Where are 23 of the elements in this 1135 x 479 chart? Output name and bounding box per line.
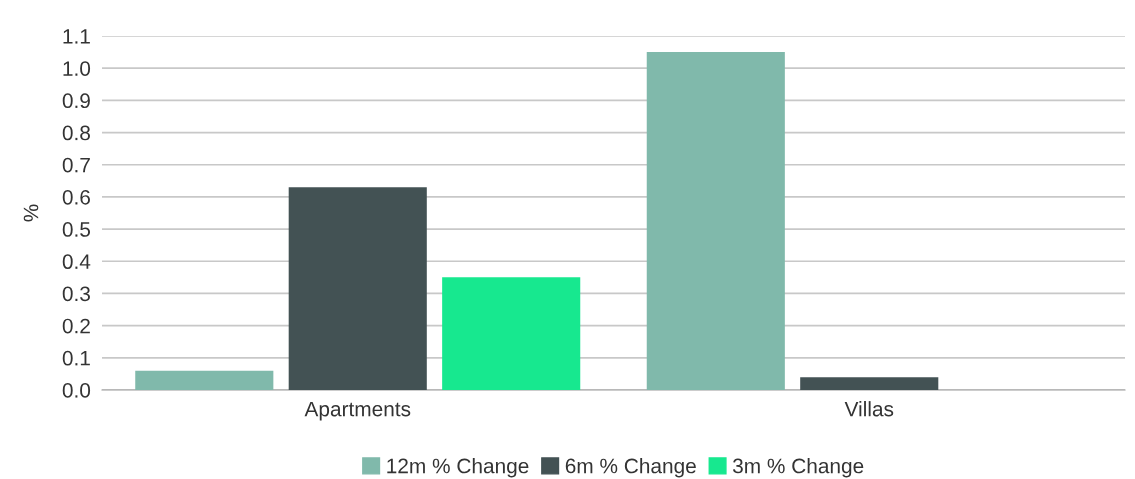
legend-label: 12m % Change — [387, 458, 529, 478]
bar — [135, 370, 274, 390]
y-tick-label: 0.0 — [62, 383, 91, 398]
bar — [442, 277, 581, 390]
x-tick-label: Villas — [844, 401, 894, 417]
x-tick-label: Apartments — [304, 401, 411, 421]
y-tick-label: 0.3 — [62, 286, 90, 302]
y-tick-label: 0.5 — [62, 222, 91, 237]
y-tick-label: 0.8 — [62, 125, 90, 141]
y-tick-label: 0.6 — [62, 189, 90, 205]
y-tick-label: 1.1 — [63, 29, 90, 44]
y-tick-label: 1.0 — [63, 61, 91, 76]
bar — [646, 52, 785, 390]
y-tick-label: 0.4 — [62, 254, 91, 270]
y-tick-label: 0.9 — [62, 93, 90, 109]
y-tick-label: 0.2 — [62, 318, 90, 334]
y-tick-label: 0.7 — [62, 157, 90, 173]
legend-label: 6m % Change — [565, 458, 696, 478]
y-tick-label: 0.1 — [62, 350, 90, 366]
bar — [800, 377, 939, 390]
legend-label: 3m % Change — [732, 458, 864, 478]
y-axis-title: % — [23, 204, 39, 222]
bar — [288, 187, 427, 390]
